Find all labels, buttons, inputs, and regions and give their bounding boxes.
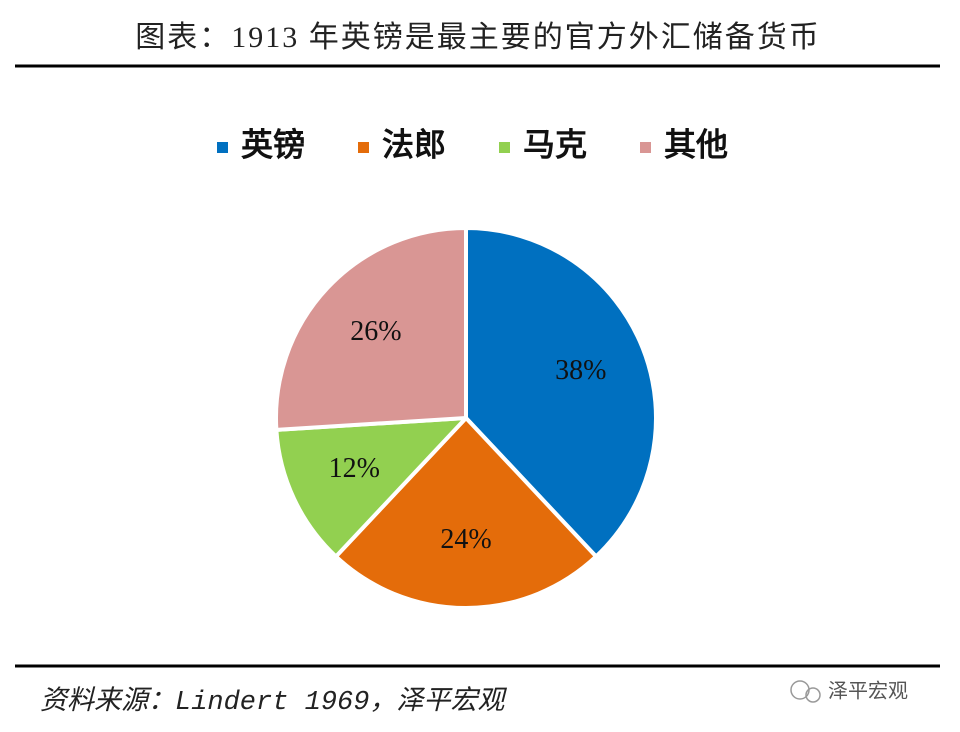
watermark-text: 泽平宏观 <box>828 679 908 703</box>
chart-title: 图表：1913 年英镑是最主要的官方外汇储备货币 <box>135 21 821 54</box>
pie-slice <box>274 226 468 432</box>
legend-swatch <box>640 142 651 153</box>
legend-swatch <box>358 142 369 153</box>
legend-label: 法郎 <box>382 126 446 162</box>
legend-label: 其他 <box>664 126 728 162</box>
legend-swatch <box>217 142 228 153</box>
data-label: 26% <box>350 316 401 347</box>
watermark: 泽平宏观 <box>790 679 908 703</box>
watermark-icon <box>805 687 821 703</box>
data-label: 38% <box>555 355 606 386</box>
pie-slice <box>333 416 599 610</box>
legend-label: 英镑 <box>241 126 305 162</box>
data-label: 24% <box>440 524 491 555</box>
legend-swatch <box>499 142 510 153</box>
pie-slice <box>464 226 658 559</box>
legend-label: 马克 <box>523 126 587 162</box>
source-note: 资料来源：Lindert 1969，泽平宏观 <box>40 686 507 718</box>
data-label: 12% <box>329 453 380 484</box>
pie-slice <box>274 416 468 559</box>
